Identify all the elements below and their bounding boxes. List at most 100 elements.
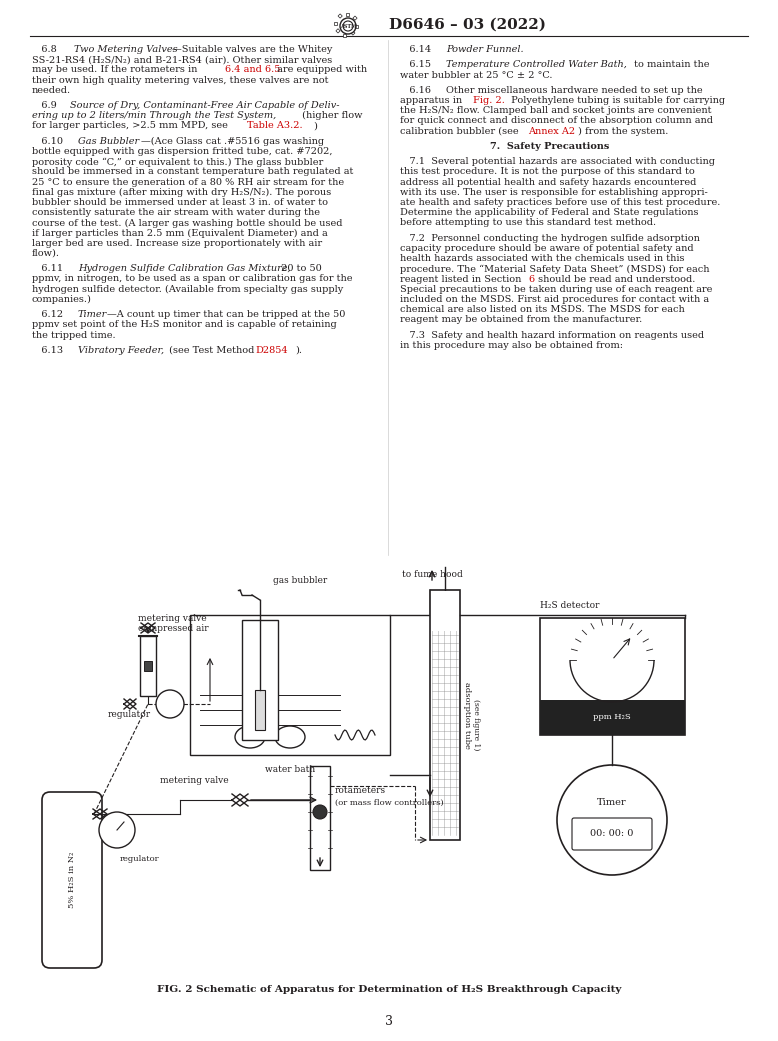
Text: bubbler should be immersed under at least 3 in. of water to: bubbler should be immersed under at leas… bbox=[32, 198, 328, 207]
Bar bbox=[140, 636, 156, 696]
Text: 7.  Safety Precautions: 7. Safety Precautions bbox=[490, 142, 609, 151]
Circle shape bbox=[557, 765, 667, 875]
Text: included on the MSDS. First aid procedures for contact with a: included on the MSDS. First aid procedur… bbox=[400, 295, 709, 304]
Text: 6: 6 bbox=[528, 275, 534, 283]
Text: gas bubbler: gas bubbler bbox=[273, 576, 327, 585]
Text: apparatus in: apparatus in bbox=[400, 96, 465, 105]
Text: course of the test. (A larger gas washing bottle should be used: course of the test. (A larger gas washin… bbox=[32, 219, 342, 228]
Text: 6.4 and 6.5: 6.4 and 6.5 bbox=[225, 66, 280, 74]
Text: this test procedure. It is not the purpose of this standard to: this test procedure. It is not the purpo… bbox=[400, 168, 695, 176]
Text: ppmv set point of the H₂S monitor and is capable of retaining: ppmv set point of the H₂S monitor and is… bbox=[32, 321, 337, 329]
Text: for quick connect and disconnect of the absorption column and: for quick connect and disconnect of the … bbox=[400, 117, 713, 125]
Text: 6.12: 6.12 bbox=[32, 310, 69, 320]
Ellipse shape bbox=[275, 726, 305, 748]
Text: 7.2  Personnel conducting the hydrogen sulfide adsorption: 7.2 Personnel conducting the hydrogen su… bbox=[400, 233, 700, 243]
Text: 25 °C to ensure the generation of a 80 % RH air stream for the: 25 °C to ensure the generation of a 80 %… bbox=[32, 178, 344, 186]
Text: D6646 – 03 (2022): D6646 – 03 (2022) bbox=[389, 18, 546, 32]
Text: ): ) bbox=[313, 122, 317, 130]
Text: final gas mixture (after mixing with dry H₂S/N₂). The porous: final gas mixture (after mixing with dry… bbox=[32, 187, 331, 197]
Text: 20 to 50: 20 to 50 bbox=[278, 264, 322, 274]
Text: Source of Dry, Contaminant-Free Air Capable of Deliv-: Source of Dry, Contaminant-Free Air Capa… bbox=[70, 101, 339, 110]
Bar bbox=[346, 12, 349, 16]
Text: to maintain the: to maintain the bbox=[631, 60, 710, 70]
Text: Special precautions to be taken during use of each reagent are: Special precautions to be taken during u… bbox=[400, 284, 713, 294]
Text: health hazards associated with the chemicals used in this: health hazards associated with the chemi… bbox=[400, 254, 685, 263]
Text: to fume hood: to fume hood bbox=[401, 570, 462, 579]
Text: 7.1  Several potential hazards are associated with conducting: 7.1 Several potential hazards are associ… bbox=[400, 157, 715, 167]
Bar bbox=[144, 661, 152, 671]
Circle shape bbox=[313, 805, 327, 819]
Text: adsorption tube: adsorption tube bbox=[463, 682, 471, 748]
Text: procedure. The “Material Safety Data Sheet” (MSDS) for each: procedure. The “Material Safety Data She… bbox=[400, 264, 710, 274]
Text: —(Ace Glass cat .#5516 gas washing: —(Ace Glass cat .#5516 gas washing bbox=[141, 136, 324, 146]
Text: Timer: Timer bbox=[78, 310, 107, 320]
Text: 6.8: 6.8 bbox=[32, 45, 63, 54]
Circle shape bbox=[343, 21, 353, 31]
Text: companies.): companies.) bbox=[32, 295, 92, 304]
Text: ppmv, in nitrogen, to be used as a span or calibration gas for the: ppmv, in nitrogen, to be used as a span … bbox=[32, 275, 352, 283]
Text: Determine the applicability of Federal and State regulations: Determine the applicability of Federal a… bbox=[400, 208, 699, 218]
Bar bbox=[353, 16, 357, 20]
Text: bottle equipped with gas dispersion fritted tube, cat. #7202,: bottle equipped with gas dispersion frit… bbox=[32, 147, 332, 156]
Text: if larger particles than 2.5 mm (Equivalent Diameter) and a: if larger particles than 2.5 mm (Equival… bbox=[32, 229, 328, 237]
Text: Temperature Controlled Water Bath,: Temperature Controlled Water Bath, bbox=[446, 60, 627, 70]
Text: their own high quality metering valves, these valves are not: their own high quality metering valves, … bbox=[32, 76, 328, 84]
Text: flow).: flow). bbox=[32, 249, 60, 258]
Text: metering valve: metering valve bbox=[138, 614, 207, 623]
Text: 3: 3 bbox=[385, 1015, 393, 1029]
Text: ).: ). bbox=[295, 346, 302, 355]
Text: needed.: needed. bbox=[32, 85, 71, 95]
Text: may be used. If the rotameters in: may be used. If the rotameters in bbox=[32, 66, 201, 74]
Text: 7.3  Safety and health hazard information on reagents used: 7.3 Safety and health hazard information… bbox=[400, 331, 704, 339]
Text: Polyethylene tubing is suitable for carrying: Polyethylene tubing is suitable for carr… bbox=[508, 96, 725, 105]
Text: 5% H₂S in N₂: 5% H₂S in N₂ bbox=[68, 852, 76, 908]
Text: capacity procedure should be aware of potential safety and: capacity procedure should be aware of po… bbox=[400, 244, 694, 253]
Text: Annex A2: Annex A2 bbox=[528, 127, 575, 135]
Text: compressed air: compressed air bbox=[138, 624, 209, 633]
Text: for larger particles, >2.5 mm MPD, see: for larger particles, >2.5 mm MPD, see bbox=[32, 122, 231, 130]
Text: Other miscellaneous hardware needed to set up the: Other miscellaneous hardware needed to s… bbox=[446, 85, 703, 95]
Text: (or mass flow controllers): (or mass flow controllers) bbox=[335, 799, 443, 807]
Bar bbox=[540, 700, 685, 735]
Bar bbox=[344, 33, 346, 36]
Bar bbox=[431, 591, 459, 631]
Text: the tripped time.: the tripped time. bbox=[32, 331, 116, 339]
Bar bbox=[310, 766, 330, 870]
Text: 6.11: 6.11 bbox=[32, 264, 69, 274]
Text: with its use. The user is responsible for establishing appropri-: with its use. The user is responsible fo… bbox=[400, 187, 708, 197]
Text: Vibratory Feeder,: Vibratory Feeder, bbox=[78, 346, 164, 355]
Text: Powder Funnel.: Powder Funnel. bbox=[446, 45, 524, 54]
Bar bbox=[336, 29, 340, 33]
Text: Fig. 2.: Fig. 2. bbox=[473, 96, 505, 105]
Text: 00: 00: 0: 00: 00: 0 bbox=[591, 830, 634, 838]
Text: Gas Bubbler: Gas Bubbler bbox=[78, 136, 139, 146]
Text: ering up to 2 liters/min Through the Test System,: ering up to 2 liters/min Through the Tes… bbox=[32, 111, 276, 121]
Text: ate health and safety practices before use of this test procedure.: ate health and safety practices before u… bbox=[400, 198, 720, 207]
Bar bbox=[351, 31, 355, 35]
Text: H₂S detector: H₂S detector bbox=[540, 601, 600, 610]
Text: ) from the system.: ) from the system. bbox=[578, 127, 668, 135]
Text: larger bed are used. Increase size proportionately with air: larger bed are used. Increase size propo… bbox=[32, 238, 322, 248]
Text: (see Test Method: (see Test Method bbox=[166, 346, 258, 355]
Text: 6.9: 6.9 bbox=[32, 101, 63, 110]
Bar bbox=[338, 14, 342, 18]
Circle shape bbox=[99, 812, 135, 848]
Text: water bubbler at 25 °C ± 2 °C.: water bubbler at 25 °C ± 2 °C. bbox=[400, 71, 552, 79]
Text: —Suitable valves are the Whitey: —Suitable valves are the Whitey bbox=[172, 45, 332, 54]
Text: address all potential health and safety hazards encountered: address all potential health and safety … bbox=[400, 178, 696, 186]
Text: regulator: regulator bbox=[120, 855, 159, 863]
Ellipse shape bbox=[235, 726, 265, 748]
Text: FIG. 2 Schematic of Apparatus for Determination of H₂S Breakthrough Capacity: FIG. 2 Schematic of Apparatus for Determ… bbox=[157, 985, 621, 994]
Text: 6.16: 6.16 bbox=[400, 85, 437, 95]
Text: chemical are also listed on its MSDS. The MSDS for each: chemical are also listed on its MSDS. Th… bbox=[400, 305, 685, 314]
Text: should be read and understood.: should be read and understood. bbox=[535, 275, 696, 283]
Bar bbox=[540, 618, 685, 735]
Text: water bath: water bath bbox=[265, 765, 315, 775]
Text: porosity code “C,” or equivalent to this.) The glass bubbler: porosity code “C,” or equivalent to this… bbox=[32, 157, 323, 167]
Circle shape bbox=[340, 18, 356, 34]
Text: Timer: Timer bbox=[598, 798, 627, 807]
Bar bbox=[335, 22, 338, 25]
Bar bbox=[242, 620, 278, 740]
Bar bbox=[430, 590, 460, 840]
Text: Two Metering Valves: Two Metering Valves bbox=[74, 45, 177, 54]
